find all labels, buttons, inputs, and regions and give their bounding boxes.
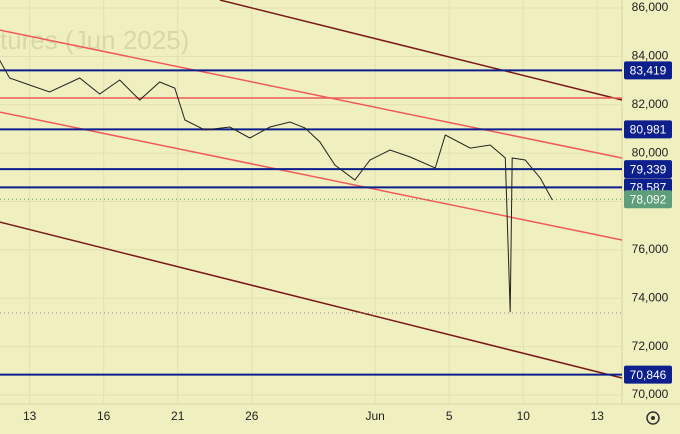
y-tick-label: 80,000: [632, 145, 669, 159]
level-label: 83,419: [630, 64, 667, 78]
x-tick-label: 5: [446, 409, 453, 423]
y-tick-label: 82,000: [632, 97, 669, 111]
last-price-label: 78,092: [630, 192, 667, 206]
x-tick-label: 10: [517, 409, 531, 423]
trend-line: [0, 111, 623, 241]
trend-line: [0, 29, 623, 159]
level-label-box: [624, 365, 672, 384]
y-tick-label: 70,000: [632, 387, 669, 401]
y-tick-label: 76,000: [632, 242, 669, 256]
level-label: 79,339: [630, 162, 667, 176]
price-line: [0, 59, 553, 313]
x-tick-label: 21: [171, 409, 185, 423]
x-tick-label: 16: [97, 409, 111, 423]
x-tick-label: 13: [591, 409, 605, 423]
x-tick-label: 26: [245, 409, 259, 423]
trend-line: [219, 0, 623, 101]
x-tick-label: Jun: [365, 409, 384, 423]
y-tick-label: 86,000: [632, 0, 669, 14]
settings-icon[interactable]: [646, 411, 660, 425]
y-tick-label: 74,000: [632, 290, 669, 304]
y-tick-label: 84,000: [632, 49, 669, 63]
watermark: tures (Jun 2025): [0, 25, 189, 55]
last-price-box: [624, 190, 672, 209]
level-label: 80,981: [630, 123, 667, 137]
x-tick-label: 13: [23, 409, 37, 423]
trend-line: [0, 221, 623, 379]
level-label-box: [624, 160, 672, 179]
level-label-box: [624, 120, 672, 139]
level-label: 70,846: [630, 368, 667, 382]
level-label-box: [624, 61, 672, 80]
y-tick-label: 72,000: [632, 339, 669, 353]
